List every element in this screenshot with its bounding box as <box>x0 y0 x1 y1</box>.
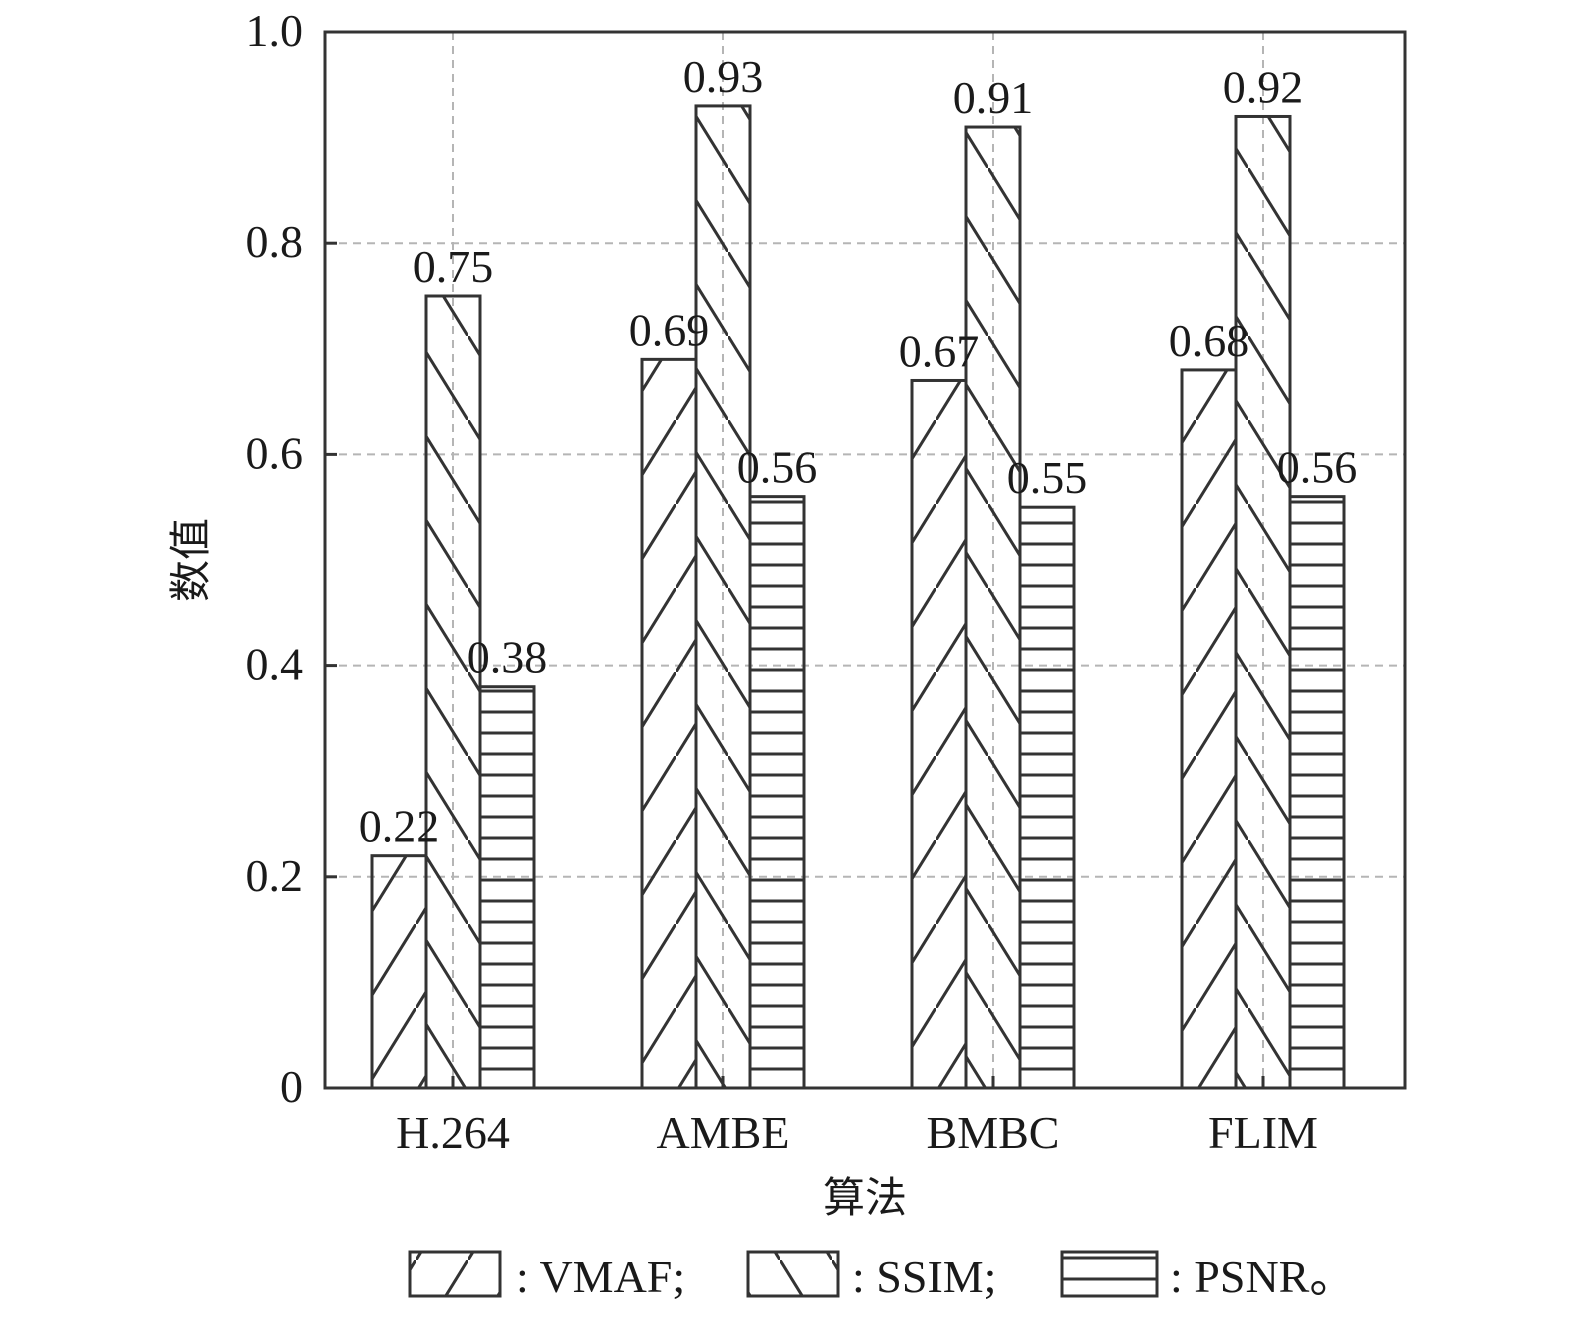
y-tick-label: 0 <box>280 1061 303 1112</box>
x-axis-title: 算法 <box>823 1173 907 1222</box>
legend-swatch-ssim <box>746 1250 840 1298</box>
bar-ssim-flim <box>1234 114 1292 1090</box>
y-tick-label: 1.0 <box>246 5 304 56</box>
x-tick-label: BMBC <box>927 1107 1060 1158</box>
data-label: 0.56 <box>1277 442 1358 493</box>
data-label: 0.22 <box>359 801 440 852</box>
y-tick-label: 0.4 <box>246 639 304 690</box>
data-label: 0.55 <box>1007 452 1088 503</box>
data-label: 0.75 <box>413 241 494 292</box>
data-label: 0.69 <box>629 304 710 355</box>
value-labels: 0.22 0.75 0.38 0.69 0.93 0.56 0.67 0.91 0.55 0.68… <box>359 51 1358 852</box>
data-label: 0.91 <box>953 72 1034 123</box>
bar-ssim-h264 <box>424 294 482 1090</box>
bar-vmaf-ambe <box>640 357 698 1090</box>
x-tick-label: AMBE <box>657 1107 790 1158</box>
x-tick-label: H.264 <box>396 1107 510 1158</box>
bar-psnr-h264 <box>478 685 536 1090</box>
legend-swatch-vmaf <box>408 1250 502 1298</box>
legend-label-vmaf: : VMAF; <box>516 1251 685 1302</box>
data-label: 0.93 <box>683 51 764 102</box>
bar-psnr-bmbc <box>1018 505 1076 1090</box>
data-label: 0.56 <box>737 442 818 493</box>
y-tick-label: 0.6 <box>246 427 304 478</box>
bars <box>370 104 1346 1090</box>
bar-vmaf-bmbc <box>910 378 968 1090</box>
legend-label-ssim: : SSIM; <box>852 1251 996 1302</box>
bar-psnr-ambe <box>748 495 806 1090</box>
y-tick-label: 0.8 <box>246 216 304 267</box>
data-label: 0.92 <box>1223 61 1304 112</box>
bar-psnr-flim <box>1288 495 1346 1090</box>
legend: : VMAF; : SSIM; : PSNR。 <box>408 1250 1355 1302</box>
bar-vmaf-flim <box>1180 368 1238 1090</box>
data-label: 0.68 <box>1169 315 1250 366</box>
data-label: 0.38 <box>467 632 548 683</box>
bar-vmaf-h264 <box>370 854 428 1090</box>
data-label: 0.67 <box>899 325 980 376</box>
y-tick-label: 0.2 <box>246 850 304 901</box>
y-axis-title: 数值 <box>166 518 215 602</box>
legend-swatch-psnr <box>1060 1250 1159 1298</box>
x-axis-ticks: H.264 AMBE BMBC FLIM <box>396 1076 1318 1158</box>
bar-ssim-ambe <box>694 104 752 1090</box>
legend-label-psnr: : PSNR。 <box>1170 1251 1355 1302</box>
plot-frame <box>323 30 1407 1090</box>
y-axis-ticks: 0 0.2 0.4 0.6 0.8 1.0 <box>246 5 337 1112</box>
bar-ssim-bmbc <box>964 125 1022 1090</box>
x-tick-label: FLIM <box>1208 1107 1318 1158</box>
